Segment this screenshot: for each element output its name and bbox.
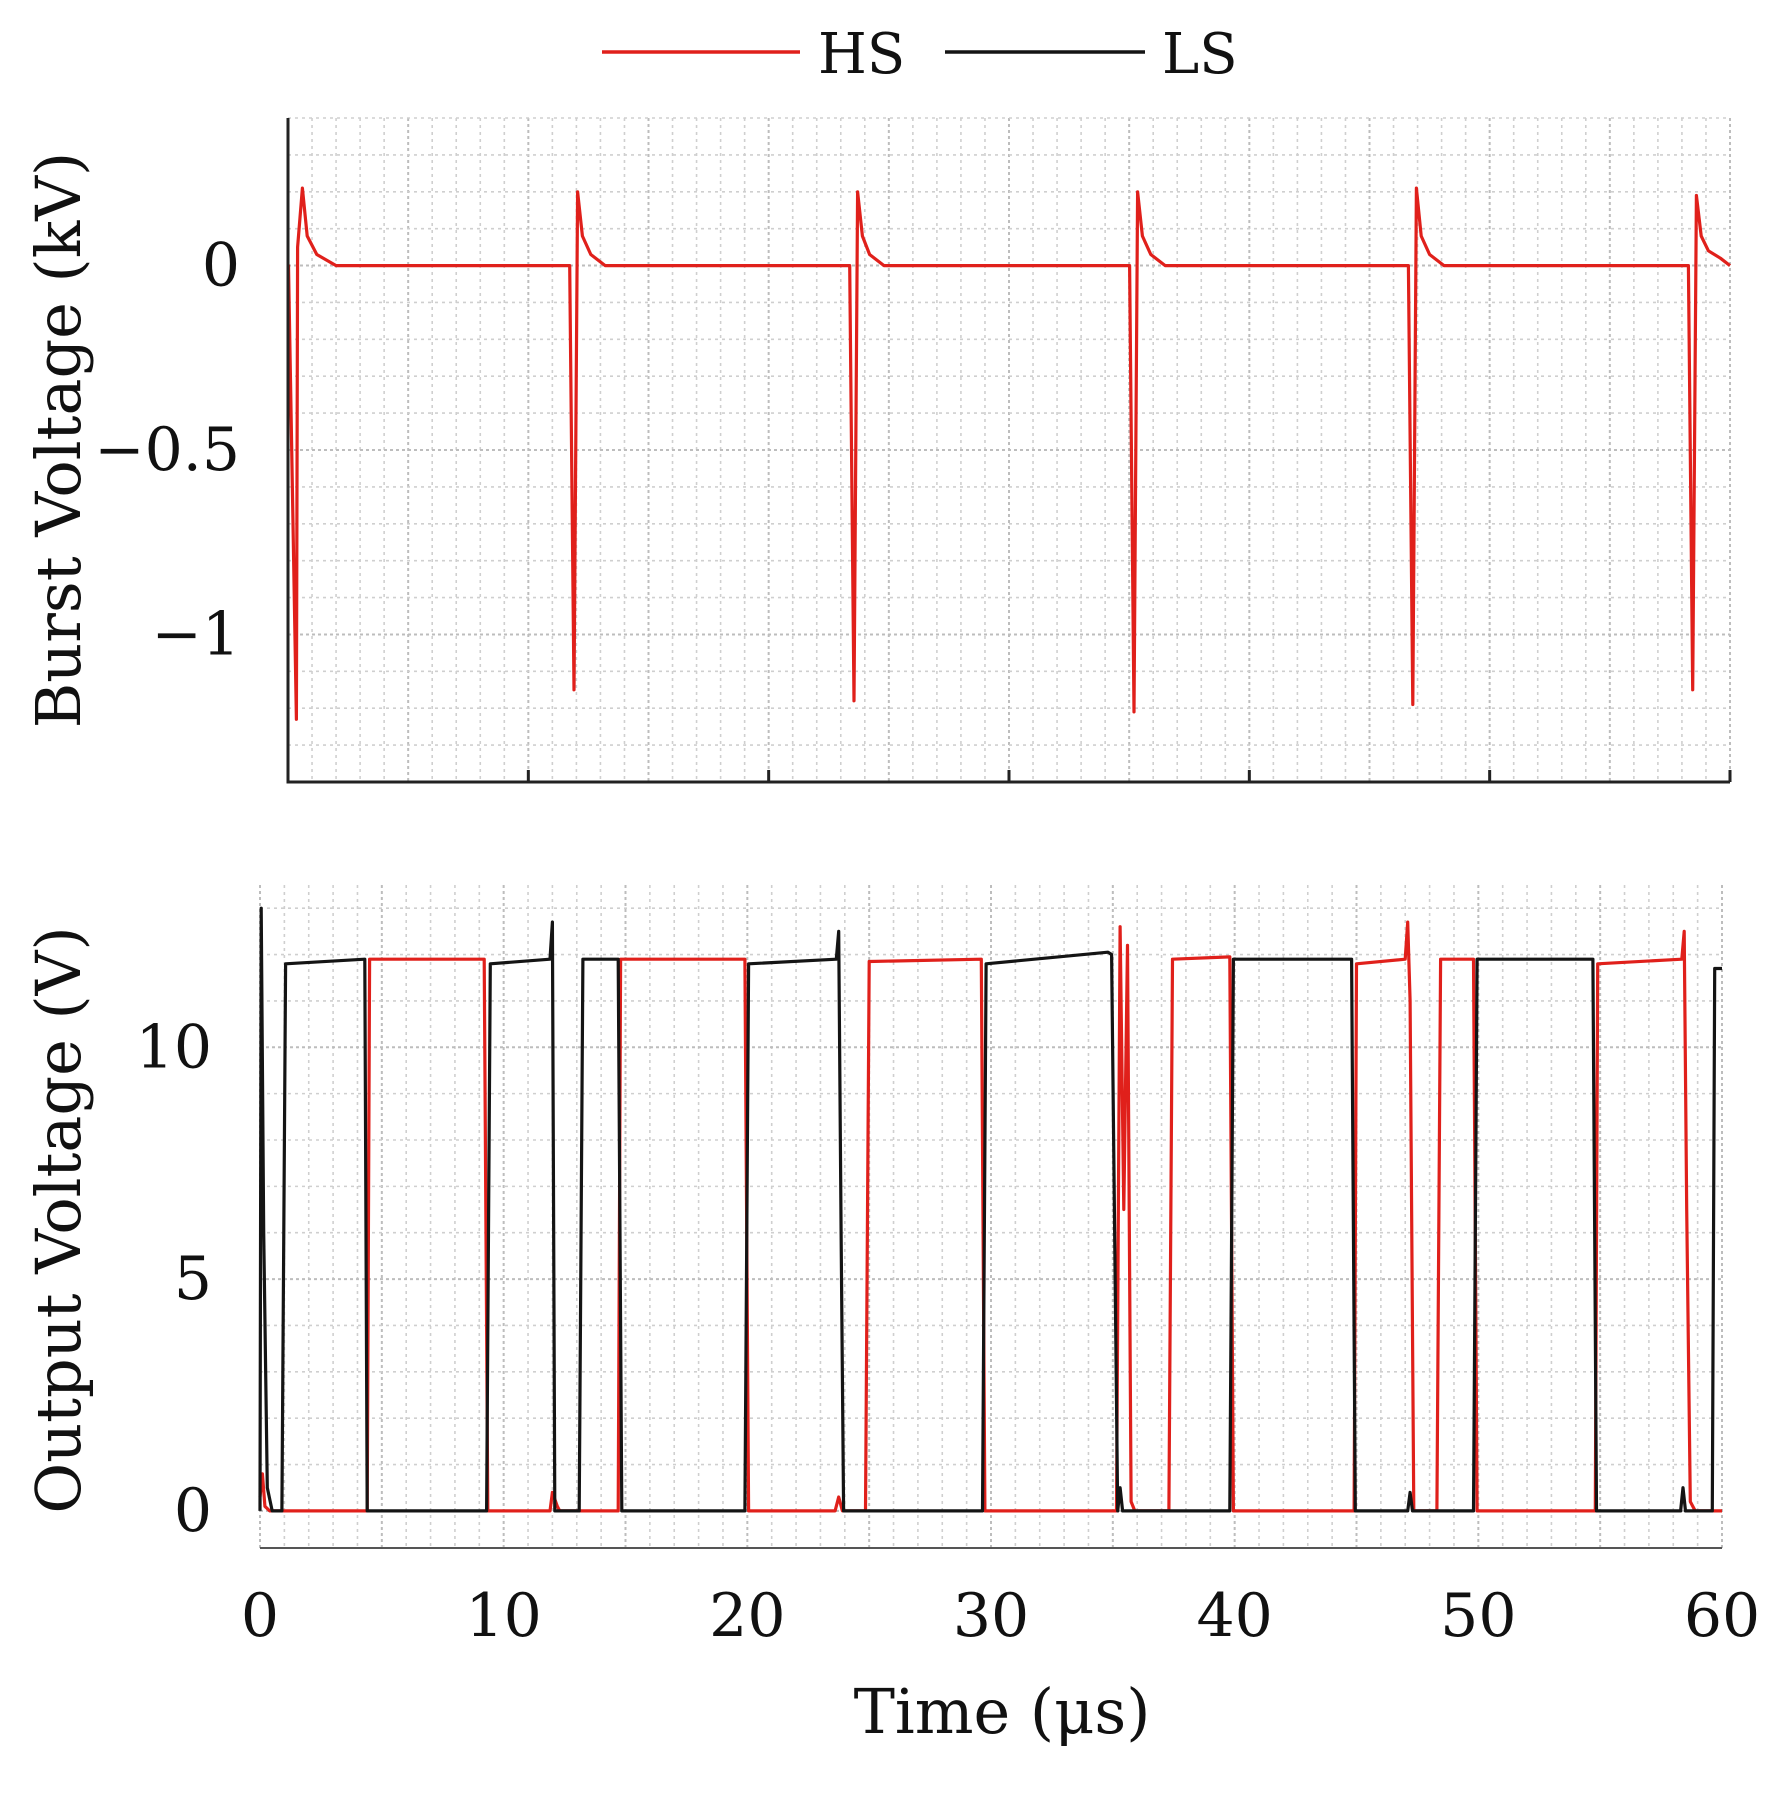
y-tick-label: 0 xyxy=(202,231,240,301)
y-tick-label: 0 xyxy=(174,1476,212,1546)
burst-voltage-traces xyxy=(286,186,1731,721)
time-axis-title: Time (μs) xyxy=(854,1675,1151,1748)
x-tick-label: 50 xyxy=(1440,1581,1516,1651)
output-voltage-y-tick-labels: 0 5 10 xyxy=(136,1012,212,1546)
legend: HS LS xyxy=(602,22,1238,87)
y-tick-label: −0.5 xyxy=(94,415,240,485)
burst-voltage-y-tick-labels: 0 −0.5 −1 xyxy=(94,231,240,670)
y-tick-label: 5 xyxy=(174,1244,212,1314)
series-hs-line xyxy=(286,186,1731,721)
x-tick-label: 60 xyxy=(1684,1581,1760,1651)
series-ls-line xyxy=(258,906,1722,1513)
x-tick-label: 0 xyxy=(241,1581,279,1651)
legend-hs-label: HS xyxy=(818,22,905,87)
output-voltage-x-tick-labels: 0 10 20 30 40 50 60 xyxy=(241,1581,1760,1651)
x-tick-label: 20 xyxy=(709,1581,785,1651)
legend-ls-label: LS xyxy=(1162,22,1238,87)
burst-voltage-x-ticks xyxy=(286,770,1732,782)
y-tick-label: −1 xyxy=(152,599,240,669)
x-tick-label: 40 xyxy=(1196,1581,1272,1651)
output-voltage-traces xyxy=(258,906,1722,1513)
burst-voltage-panel: 0 −0.5 −1 Burst Voltage (kV) xyxy=(22,117,1732,784)
x-tick-label: 30 xyxy=(953,1581,1029,1651)
burst-voltage-axis-title: Burst Voltage (kV) xyxy=(22,152,95,729)
output-voltage-panel: 0 5 10 0 10 20 30 40 50 60 Output Voltage (V) Ti… xyxy=(22,885,1760,1748)
output-voltage-grid xyxy=(259,885,1723,1549)
output-voltage-axis-title: Output Voltage (V) xyxy=(22,926,95,1513)
x-tick-label: 10 xyxy=(465,1581,541,1651)
burst-voltage-grid xyxy=(287,117,1731,782)
y-tick-label: 10 xyxy=(136,1012,212,1082)
